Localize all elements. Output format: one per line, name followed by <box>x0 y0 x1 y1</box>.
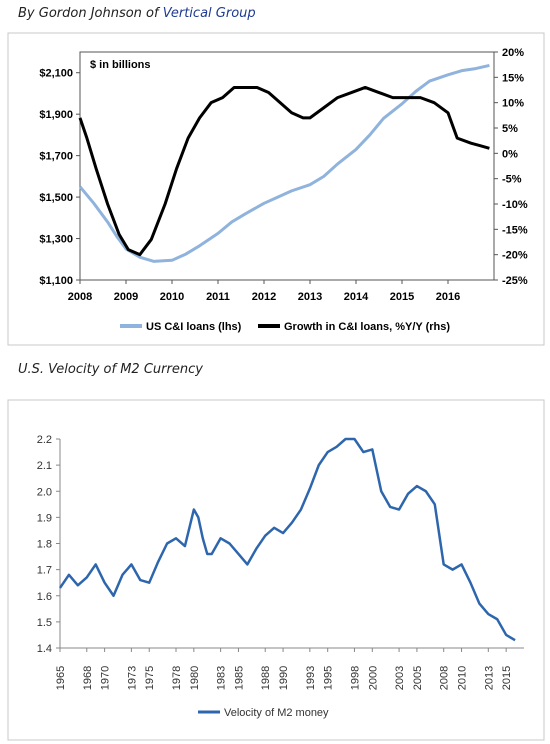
chart-1-legend: US C&I loans (lhs) Growth in C&I loans, … <box>120 321 450 333</box>
chart-2-y-axis: 1.4 1.5 1.6 1.7 1.8 1.9 2.0 2.1 2.2 <box>37 434 61 655</box>
x-tick-label: 1978 <box>171 666 183 690</box>
y-tick-label: 2.2 <box>37 434 52 446</box>
x-tick-label: 2012 <box>252 291 276 303</box>
legend-growth-label: Growth in C&I loans, %Y/Y (rhs) <box>284 321 450 333</box>
y-tick-label: 2.0 <box>37 486 52 498</box>
right-tick-label: 15% <box>502 72 524 84</box>
x-tick-label: 2011 <box>206 291 230 303</box>
x-tick-label: 2010 <box>160 291 184 303</box>
x-tick-label: 2008 <box>439 666 451 690</box>
right-tick-label: 0% <box>502 148 518 160</box>
y-tick-label: 2.1 <box>37 460 52 472</box>
chart-2-legend: Velocity of M2 money <box>198 707 329 719</box>
x-tick-label: 2009 <box>114 291 138 303</box>
y-tick-label: 1.4 <box>37 643 52 655</box>
x-tick-label: 1970 <box>100 666 112 690</box>
chart-1-plot-area <box>79 51 495 281</box>
x-tick-label: 1998 <box>349 666 361 690</box>
chart-1-right-axis: -25% -20% -15% -10% -5% 0% 5% 10% 15% 20% <box>494 47 528 287</box>
left-tick-label: $1,500 <box>39 192 73 204</box>
x-tick-label: 2008 <box>68 291 92 303</box>
series-velocity-line <box>58 437 516 642</box>
x-tick-label: 1985 <box>233 666 245 690</box>
right-tick-label: -20% <box>502 250 528 262</box>
chart-1-frame <box>7 32 545 346</box>
x-tick-label: 2015 <box>501 666 513 690</box>
right-tick-label: -5% <box>502 174 522 186</box>
x-tick-label: 1990 <box>278 666 290 690</box>
right-tick-label: 20% <box>502 47 524 59</box>
left-tick-label: $1,300 <box>39 234 73 246</box>
x-tick-label: 1983 <box>216 666 228 690</box>
left-tick-label: $1,100 <box>39 275 73 287</box>
x-tick-label: 1975 <box>144 666 156 690</box>
y-tick-label: 1.6 <box>37 591 52 603</box>
x-tick-label: 2013 <box>298 291 322 303</box>
x-tick-label: 1965 <box>55 666 67 690</box>
byline-prefix: By Gordon Johnson of <box>18 6 163 21</box>
x-tick-label: 2003 <box>394 666 406 690</box>
x-tick-label: 1980 <box>189 666 201 690</box>
chart-1-loans: $ in billions $1,100$1,300$1,500$1,700$1… <box>7 32 545 346</box>
legend-loans-label: US C&I loans (lhs) <box>146 321 242 333</box>
chart-2-caption: U.S. Velocity of M2 Currency <box>18 362 203 377</box>
chart-2-frame <box>7 399 545 741</box>
chart-1-x-axis: 2008 2009 2010 2011 2012 2013 2014 2015 2016 <box>68 280 460 303</box>
right-tick-label: 10% <box>502 98 524 110</box>
legend-velocity-label: Velocity of M2 money <box>224 707 329 719</box>
x-tick-label: 2013 <box>483 666 495 690</box>
right-tick-label: -25% <box>502 275 528 287</box>
chart-1-left-axis: $1,100 $1,300 $1,500 $1,700 $1,900 $2,100 <box>39 68 80 287</box>
byline-link[interactable]: Vertical Group <box>162 6 256 21</box>
chart-1-annotation: $ in billions <box>90 59 151 71</box>
x-tick-label: 2000 <box>367 666 379 690</box>
series-growth-line <box>78 85 490 257</box>
x-tick-label: 2016 <box>436 291 460 303</box>
left-tick-label: $1,900 <box>39 109 73 121</box>
right-tick-label: 5% <box>502 123 518 135</box>
x-tick-label: 1973 <box>126 666 138 690</box>
x-tick-label: 2010 <box>457 666 469 690</box>
y-tick-label: 1.8 <box>37 539 52 551</box>
x-tick-label: 2015 <box>390 291 414 303</box>
y-tick-label: 1.9 <box>37 512 52 524</box>
chart-2-series <box>58 437 516 642</box>
series-loans-line <box>78 64 490 263</box>
x-tick-label: 1988 <box>260 666 272 690</box>
right-tick-label: -10% <box>502 199 528 211</box>
x-tick-label: 2005 <box>412 666 424 690</box>
x-tick-label: 1968 <box>82 666 94 690</box>
x-tick-label: 2014 <box>344 291 369 303</box>
byline: By Gordon Johnson of Vertical Group <box>18 6 256 21</box>
y-tick-label: 1.5 <box>37 617 52 629</box>
x-tick-label: 1995 <box>323 666 335 690</box>
chart-2-x-axis: 1965 1968 1970 1973 1975 1978 1980 1983 1985 1988… <box>55 647 524 690</box>
left-tick-label: $1,700 <box>39 151 73 163</box>
chart-1-series <box>78 64 490 263</box>
left-tick-label: $2,100 <box>39 68 73 80</box>
right-tick-label: -15% <box>502 224 528 236</box>
y-tick-label: 1.7 <box>37 565 52 577</box>
x-tick-label: 1993 <box>305 666 317 690</box>
